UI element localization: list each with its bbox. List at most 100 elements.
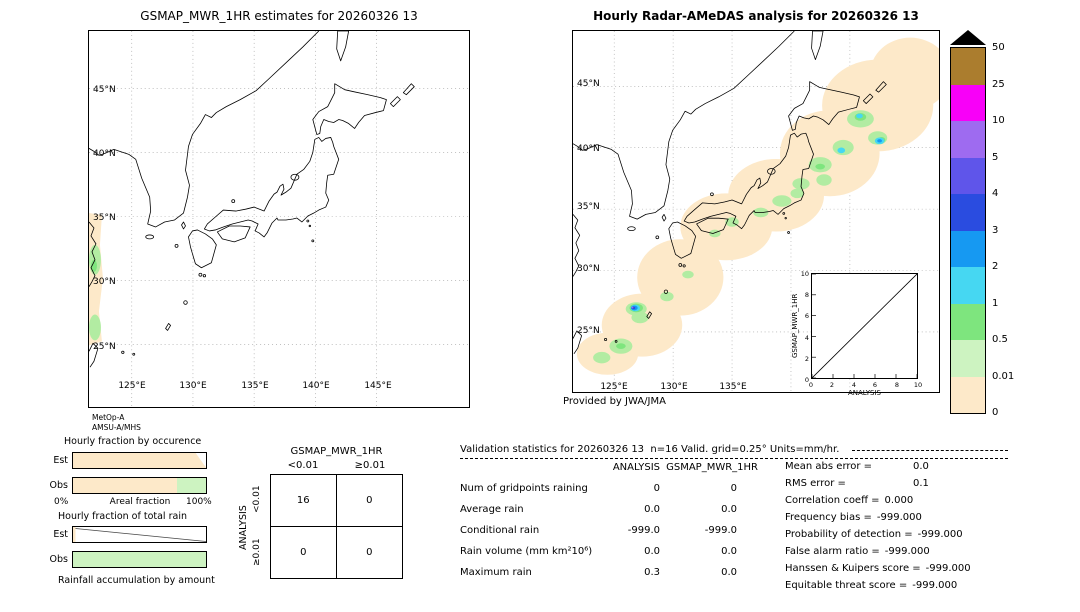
stats-separator [460,458,1008,459]
colorbar-segment [951,121,985,158]
lat-label: 30°N [577,264,600,274]
colorbar-label: 25 [992,79,1005,90]
radar-rain-field [576,37,951,375]
inset-xtick: 4 [851,381,857,389]
areal-axis-title: Areal fraction [109,497,171,507]
score-value: -999.000 [925,563,971,574]
score-value: -999.000 [876,512,922,523]
lat-label: 45°N [93,85,116,95]
contingency-cell: 0 [366,546,373,558]
stats-title-dashes [852,450,1008,451]
est-label: Est [53,455,68,466]
lon-label: 135°E [241,381,269,391]
stat-value-analysis: 0 [653,483,660,494]
inset-ytick: 4 [804,334,809,342]
score-line: Correlation coeff = 0.000 [785,495,913,506]
inset-ylabel: GSMAP_MWR_1HR [791,293,799,358]
contingency-cell: 16 [271,475,337,527]
score-label: Frequency bias = [785,512,872,523]
inset-xtick: 2 [829,381,835,389]
colorbar [950,30,986,414]
contingency-row-header: ≥0.01 [252,538,262,566]
inset-ytick: 2 [804,355,809,363]
score-line: Hanssen & Kuipers score = -999.000 [785,563,971,574]
stat-value-gsmap: 0.0 [721,567,737,578]
lon-label: 135°E [719,382,747,392]
est-occurrence-bar [72,452,207,469]
stat-row-label: Maximum rain [460,567,532,578]
stat-value-analysis: -999.0 [627,525,660,536]
colorbar-segment [951,340,985,377]
lat-label: 30°N [93,277,116,287]
lon-label: 130°E [660,382,688,392]
colorbar-segment [951,230,985,267]
stat-value-analysis: 0.0 [644,504,660,515]
left-map-panel: 45°N 40°N 35°N 30°N 25°N 125°E 130°E 135… [88,30,470,408]
colorbar-label: 4 [992,188,999,199]
japan-coastline [88,30,415,368]
score-value: 0.1 [913,478,929,489]
scatter-inset-box [811,273,918,379]
lat-label: 40°N [577,144,600,154]
colorbar-label: 0.5 [992,334,1008,345]
inset-ticks [811,273,918,379]
accumulation-caption: Rainfall accumulation by amount [58,575,215,586]
score-label: Mean abs error = [785,461,873,472]
score-line: False alarm ratio = -999.000 [785,546,930,557]
score-label: Correlation coeff = [785,495,880,506]
lat-label: 45°N [577,79,600,89]
contingency-title: GSMAP_MWR_1HR [290,446,383,457]
left-map-title: GSMAP_MWR_1HR estimates for 20260326 13 [140,9,418,23]
areal-axis-min: 0% [54,497,69,507]
right-map-svg [572,30,951,393]
contingency-cell: 0 [336,475,402,527]
score-line: RMS error = 0.1 [785,478,929,489]
colorbar-segment [951,194,985,231]
stat-value-gsmap: 0.0 [721,504,737,515]
colorbar-label: 5 [992,152,999,163]
contingency-grid: 16 0 0 0 [270,474,403,579]
right-map-title: Hourly Radar-AMeDAS analysis for 2026032… [593,9,919,23]
stat-value-gsmap: 0 [730,483,737,494]
stat-row-label: Average rain [460,504,524,515]
lon-label: 145°E [364,381,392,391]
colorbar-segment [951,157,985,194]
inset-xtick: 8 [894,381,900,389]
score-line: Equitable threat score = -999.000 [785,580,957,591]
inset-ytick: 10 [800,270,809,278]
stat-value-analysis: 0.3 [644,567,660,578]
colorbar-label: 50 [992,42,1005,53]
inset-xlabel: ANALYSIS [847,389,881,397]
scatter-inset-plot [811,273,918,379]
satellite-name: MetOp-A [92,413,125,422]
stat-value-gsmap: 0.0 [721,546,737,557]
lat-label: 40°N [93,149,116,159]
colorbar-segment [951,48,985,85]
stats-title: Validation statistics for 20260326 13 n=… [460,444,840,455]
colorbar-label: 2 [992,261,999,272]
score-line: Mean abs error = 0.0 [785,461,929,472]
inset-xtick: 0 [808,381,814,389]
score-label: False alarm ratio = [785,546,880,557]
lat-label: 25°N [93,342,116,352]
stat-value-analysis: 0.0 [644,546,660,557]
score-label: Hanssen & Kuipers score = [785,563,921,574]
score-value: 0.000 [884,495,914,506]
lon-label: 130°E [179,381,207,391]
contingency-cell: 0 [271,526,337,578]
score-label: Probability of detection = [785,529,913,540]
lon-label: 125°E [600,382,628,392]
total-rain-title: Hourly fraction of total rain [58,511,187,522]
score-line: Frequency bias = -999.000 [785,512,922,523]
stat-row-label: Num of gridpoints raining [460,483,588,494]
colorbar-label: 10 [992,115,1005,126]
obs-total-rain-bar [72,551,207,568]
contingency-side-label: ANALYSIS [238,505,249,550]
score-value: -999.000 [912,580,958,591]
score-label: RMS error = [785,478,846,489]
obs-label: Obs [49,480,68,491]
areal-axis-max: 100% [186,497,212,507]
sensor-name: AMSU-A/MHS [92,423,141,432]
colorbar-segment [951,376,985,413]
lon-label: 140°E [302,381,330,391]
